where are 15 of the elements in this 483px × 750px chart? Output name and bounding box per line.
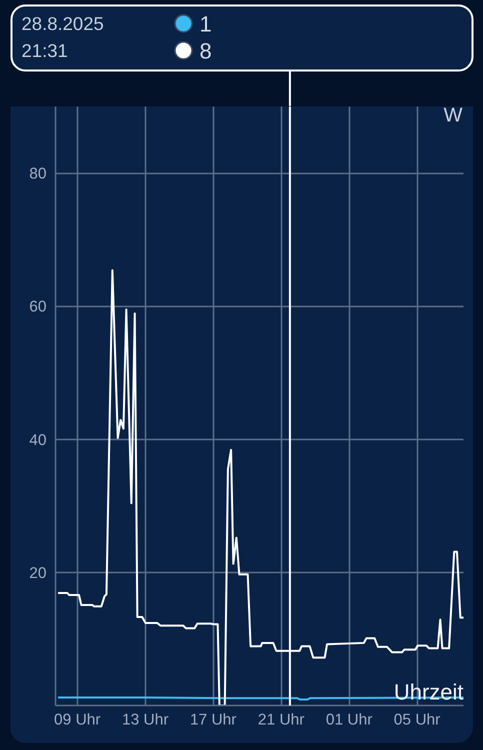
text: 21:31 xyxy=(22,40,68,61)
x-tick-label: 05 Uhr xyxy=(394,712,440,728)
text: 28.8.2025 xyxy=(22,13,104,34)
y-axis-title: W xyxy=(444,104,463,126)
y-tick-label: 80 xyxy=(29,166,47,183)
legend-label: 1 xyxy=(200,12,212,36)
legend-label: 8 xyxy=(200,38,212,64)
x-tick-label: 09 Uhr xyxy=(54,712,101,728)
x-tick-label: 01 Uhr xyxy=(326,712,372,728)
y-tick-label: 40 xyxy=(29,432,47,449)
x-tick-label: 21 Uhr xyxy=(258,712,304,728)
y-tick-label: 20 xyxy=(29,564,47,582)
x-tick-label: 13 Uhr xyxy=(122,712,169,728)
y-tick-label: 60 xyxy=(29,298,47,316)
x-tick-label: 17 Uhr xyxy=(190,712,236,728)
